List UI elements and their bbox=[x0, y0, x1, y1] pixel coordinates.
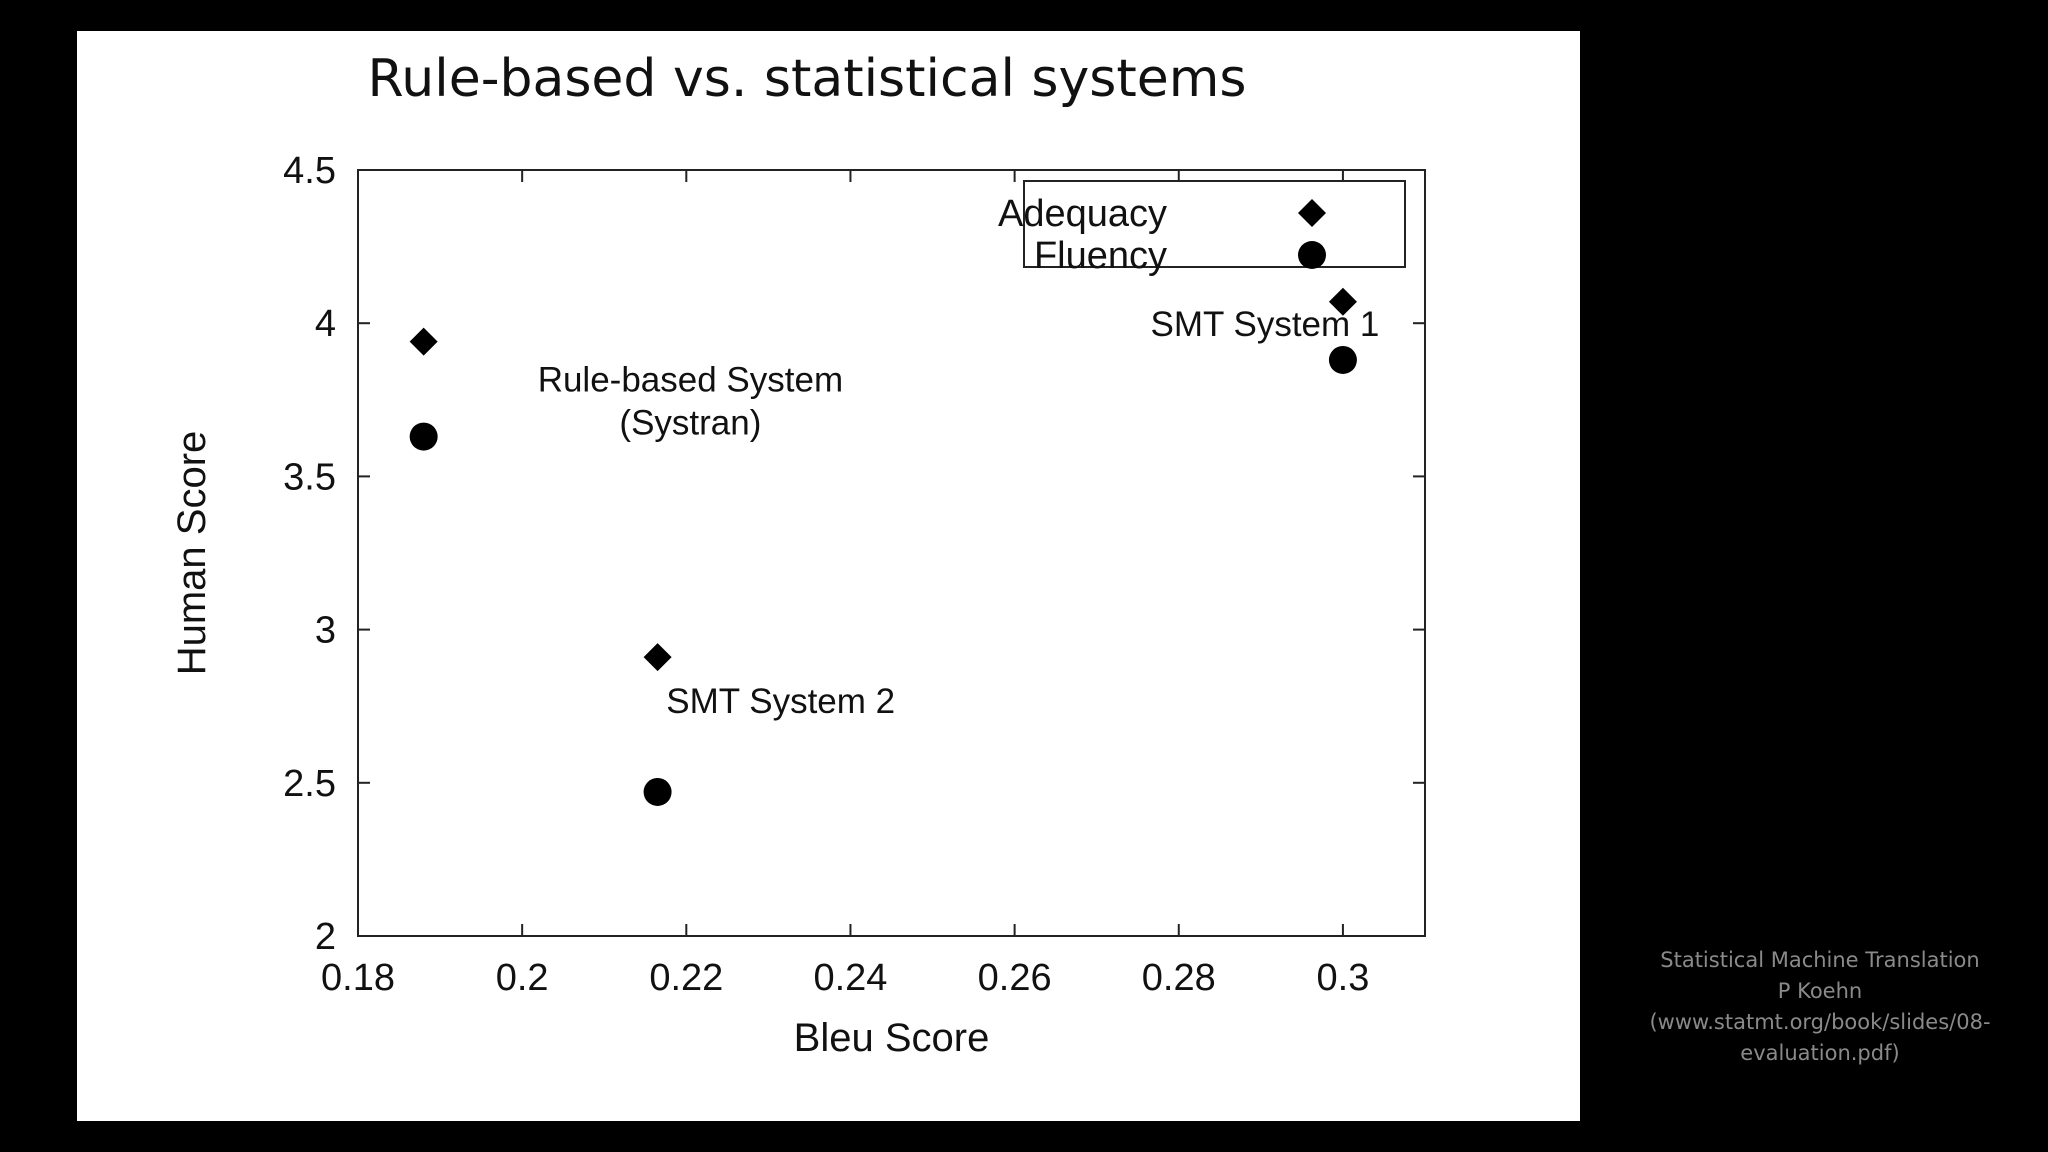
y-tick-label: 4.5 bbox=[283, 150, 336, 192]
y-tick-label: 3 bbox=[315, 610, 336, 652]
fluency-point bbox=[409, 422, 438, 451]
adequacy-point bbox=[409, 327, 438, 356]
legend-label-adequacy: Adequacy bbox=[998, 193, 1167, 235]
x-tick-label: 0.24 bbox=[813, 957, 887, 999]
x-axis-label: Bleu Score bbox=[794, 1016, 990, 1060]
y-tick-label: 3.5 bbox=[283, 456, 336, 498]
x-tick-label: 0.26 bbox=[978, 957, 1052, 999]
slide-panel: Rule-based vs. statistical systems 0.18 0… bbox=[77, 31, 1580, 1121]
x-tick-label: 0.22 bbox=[649, 957, 723, 999]
plot-frame bbox=[357, 169, 1426, 937]
point-annotation: (Systran) bbox=[619, 403, 761, 442]
chart-title: Rule-based vs. statistical systems bbox=[367, 49, 1247, 109]
legend-fluency-marker bbox=[1298, 241, 1326, 269]
adequacy-point bbox=[643, 643, 672, 672]
legend-box bbox=[1023, 180, 1406, 268]
y-tick-label: 2.5 bbox=[283, 763, 336, 805]
y-tick-label: 2 bbox=[315, 916, 336, 958]
slide-caption: Statistical Machine Translation P Koehn … bbox=[1620, 945, 2020, 1069]
x-tick-label: 0.28 bbox=[1142, 957, 1216, 999]
caption-line-3: (www.statmt.org/book/slides/08- bbox=[1649, 1010, 1991, 1034]
adequacy-point bbox=[1328, 287, 1357, 316]
fluency-point bbox=[643, 777, 672, 806]
point-annotation: Rule-based System bbox=[538, 360, 843, 399]
point-annotation: SMT System 2 bbox=[666, 682, 895, 721]
legend-label-fluency: Fluency bbox=[1034, 235, 1167, 277]
x-tick-label: 0.18 bbox=[321, 957, 395, 999]
caption-line-1: Statistical Machine Translation bbox=[1660, 948, 1980, 972]
legend-adequacy-marker bbox=[1298, 199, 1326, 227]
scatter-chart: 0.18 0.2 0.22 0.24 0.26 0.28 0.3 2 2.5 3 3.5 4 4.5 Bl… bbox=[170, 150, 1426, 1060]
x-tick-label: 0.2 bbox=[496, 957, 549, 999]
x-tick-label: 0.3 bbox=[1317, 957, 1370, 999]
y-axis-label: Human Score bbox=[170, 431, 214, 676]
y-tick-label: 4 bbox=[315, 303, 336, 345]
caption-line-4: evaluation.pdf) bbox=[1740, 1041, 1900, 1065]
caption-line-2: P Koehn bbox=[1777, 979, 1863, 1003]
fluency-point bbox=[1328, 345, 1357, 374]
point-annotation: SMT System 1 bbox=[1151, 305, 1380, 344]
